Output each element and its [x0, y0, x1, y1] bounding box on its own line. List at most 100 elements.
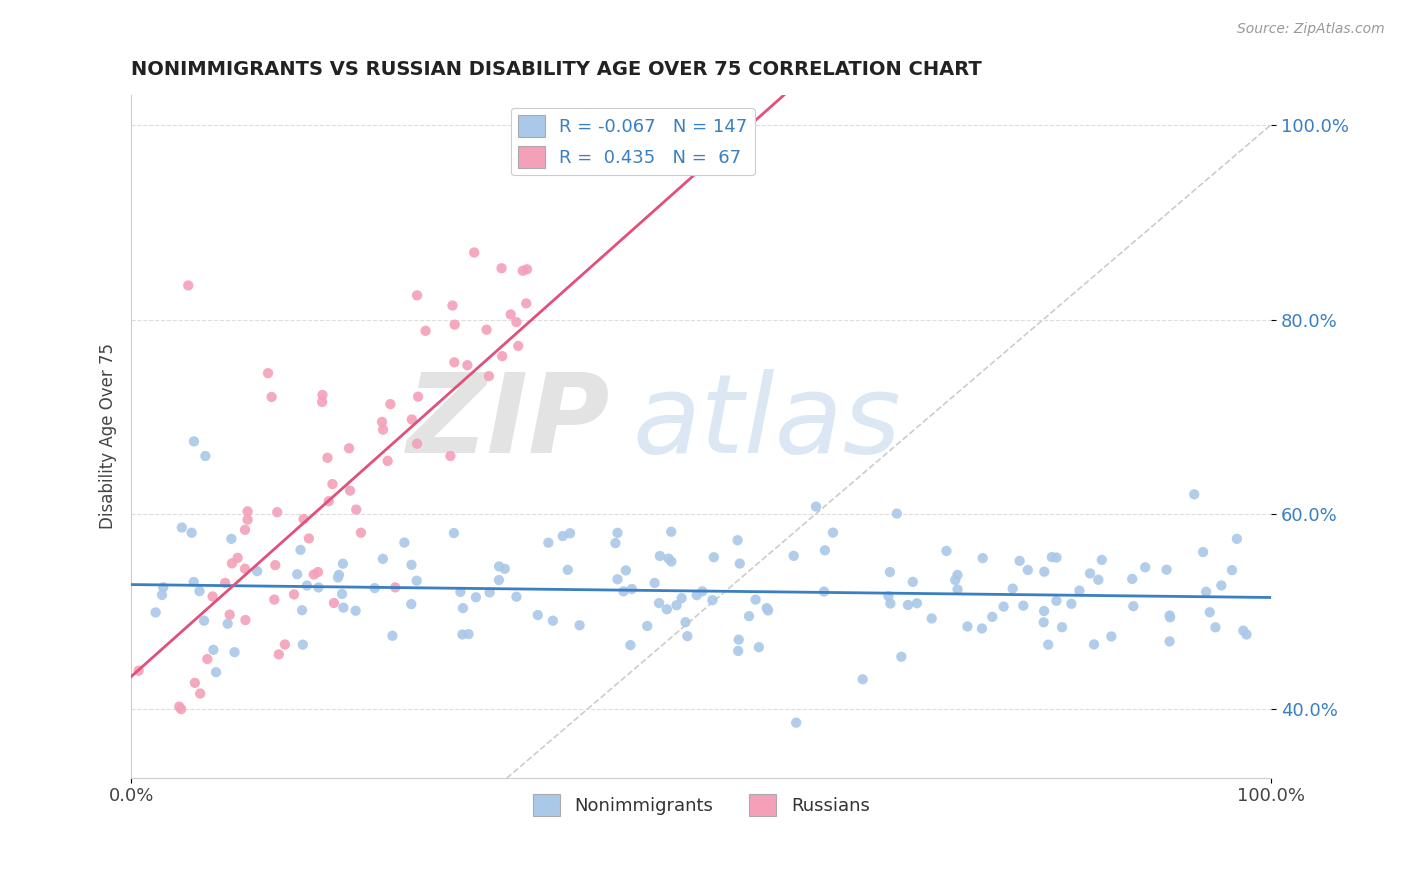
Point: [218, 607, 240, 622]
Point: [505, 315, 527, 329]
Point: [1121, 572, 1143, 586]
Point: [307, 565, 329, 579]
Point: [443, 526, 465, 541]
Point: [1099, 630, 1122, 644]
Point: [380, 397, 402, 411]
Point: [371, 814, 394, 829]
Point: [756, 603, 779, 617]
Point: [676, 629, 699, 643]
Point: [606, 525, 628, 540]
Point: [1122, 599, 1144, 614]
Point: [494, 562, 516, 576]
Point: [852, 673, 875, 687]
Point: [821, 525, 844, 540]
Point: [217, 616, 239, 631]
Point: [879, 597, 901, 611]
Point: [648, 549, 671, 563]
Point: [1069, 583, 1091, 598]
Point: [457, 627, 479, 641]
Point: [526, 608, 548, 623]
Point: [406, 288, 429, 302]
Point: [1159, 610, 1181, 624]
Point: [897, 598, 920, 612]
Point: [451, 601, 474, 615]
Point: [332, 600, 354, 615]
Point: [728, 557, 751, 571]
Point: [464, 591, 486, 605]
Point: [291, 603, 314, 617]
Point: [451, 627, 474, 641]
Point: [1135, 560, 1157, 574]
Point: [307, 581, 329, 595]
Point: [956, 619, 979, 633]
Point: [180, 525, 202, 540]
Point: [516, 262, 538, 277]
Point: [456, 358, 478, 372]
Point: [703, 550, 725, 565]
Point: [946, 582, 969, 597]
Point: [727, 644, 749, 658]
Point: [1032, 615, 1054, 630]
Point: [364, 581, 387, 595]
Point: [1033, 604, 1056, 618]
Point: [344, 502, 367, 516]
Point: [814, 543, 837, 558]
Point: [886, 507, 908, 521]
Point: [1195, 584, 1218, 599]
Point: [170, 520, 193, 534]
Point: [478, 369, 501, 384]
Point: [339, 483, 361, 498]
Point: [233, 523, 256, 537]
Point: [612, 584, 634, 599]
Point: [727, 632, 749, 647]
Point: [235, 613, 257, 627]
Point: [283, 587, 305, 601]
Point: [257, 366, 280, 380]
Point: [1045, 594, 1067, 608]
Point: [318, 494, 340, 508]
Point: [406, 436, 429, 450]
Point: [188, 584, 211, 599]
Point: [183, 434, 205, 449]
Point: [515, 296, 537, 310]
Point: [1156, 563, 1178, 577]
Point: [537, 535, 560, 549]
Point: [195, 652, 218, 666]
Point: [311, 395, 333, 409]
Point: [1045, 550, 1067, 565]
Point: [1182, 487, 1205, 501]
Point: [702, 593, 724, 607]
Point: [614, 563, 637, 577]
Point: [332, 557, 354, 571]
Point: [935, 544, 957, 558]
Point: [263, 592, 285, 607]
Point: [224, 645, 246, 659]
Point: [266, 505, 288, 519]
Point: [675, 615, 697, 629]
Point: [901, 574, 924, 589]
Point: [1211, 578, 1233, 592]
Point: [260, 390, 283, 404]
Point: [264, 558, 287, 573]
Point: [568, 618, 591, 632]
Point: [727, 533, 749, 548]
Point: [890, 649, 912, 664]
Point: [381, 629, 404, 643]
Point: [184, 676, 207, 690]
Point: [557, 563, 579, 577]
Point: [377, 454, 399, 468]
Point: [488, 559, 510, 574]
Point: [1008, 554, 1031, 568]
Point: [311, 388, 333, 402]
Point: [1050, 620, 1073, 634]
Point: [785, 715, 807, 730]
Point: [321, 477, 343, 491]
Point: [1159, 608, 1181, 623]
Point: [671, 591, 693, 606]
Point: [1012, 599, 1035, 613]
Point: [292, 512, 315, 526]
Point: [488, 573, 510, 587]
Point: [499, 308, 522, 322]
Point: [1236, 627, 1258, 641]
Text: NONIMMIGRANTS VS RUSSIAN DISABILITY AGE OVER 75 CORRELATION CHART: NONIMMIGRANTS VS RUSSIAN DISABILITY AGE …: [131, 60, 981, 78]
